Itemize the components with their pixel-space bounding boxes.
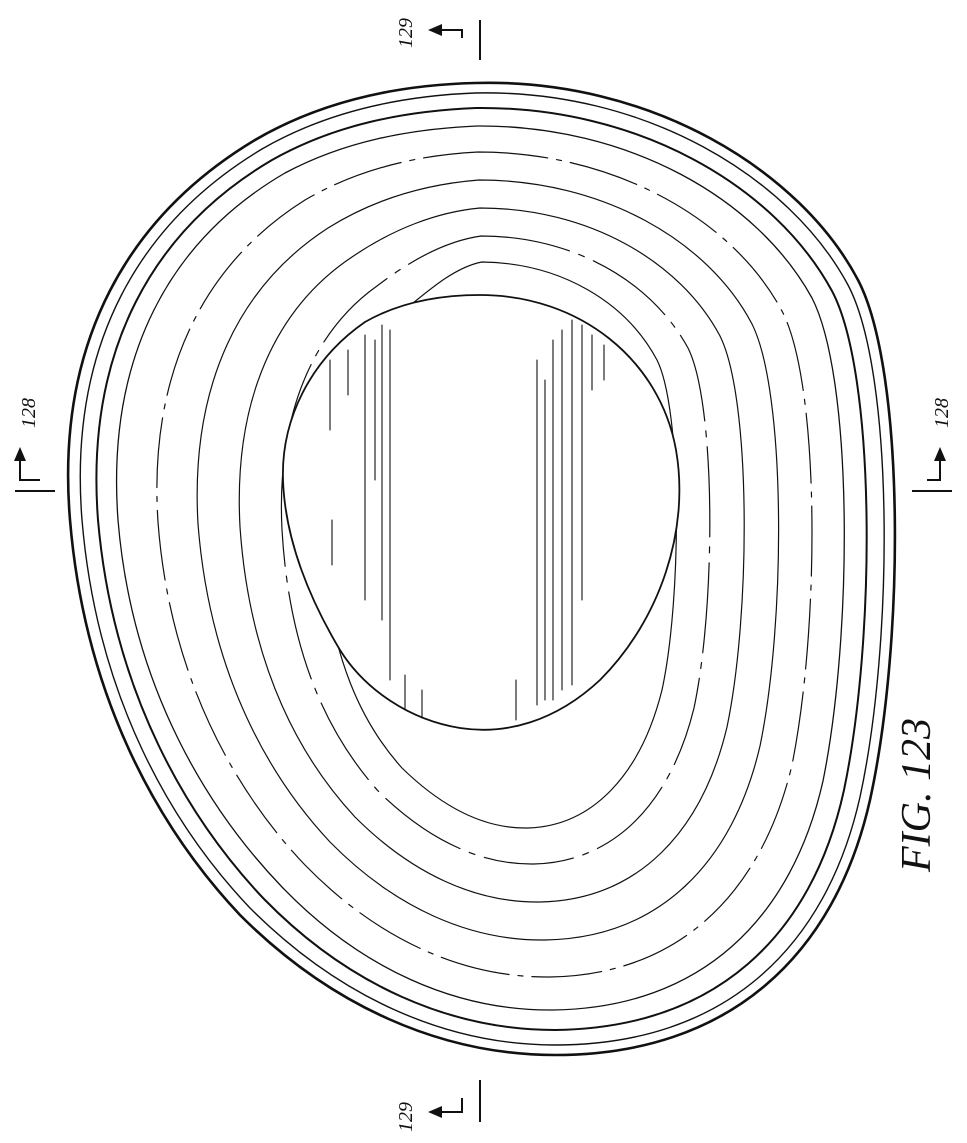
section-label-bottom: 129: [395, 1102, 417, 1132]
section-mark-bottom: [428, 1080, 480, 1122]
central-opening: [283, 295, 679, 730]
arrow-up-icon: [934, 447, 946, 461]
section-mark-right: [912, 447, 952, 491]
figure-label: FIG. 123: [894, 718, 940, 873]
arrow-up-icon: [14, 447, 26, 461]
opening-edge: [283, 295, 679, 730]
section-label-right: 128: [931, 398, 953, 428]
arrow-left-icon: [428, 24, 442, 36]
arrow-left-icon: [428, 1106, 442, 1118]
section-mark-top: [428, 20, 480, 60]
section-label-top: 129: [395, 18, 417, 48]
section-mark-left: [14, 447, 55, 491]
section-label-left: 128: [18, 398, 40, 428]
